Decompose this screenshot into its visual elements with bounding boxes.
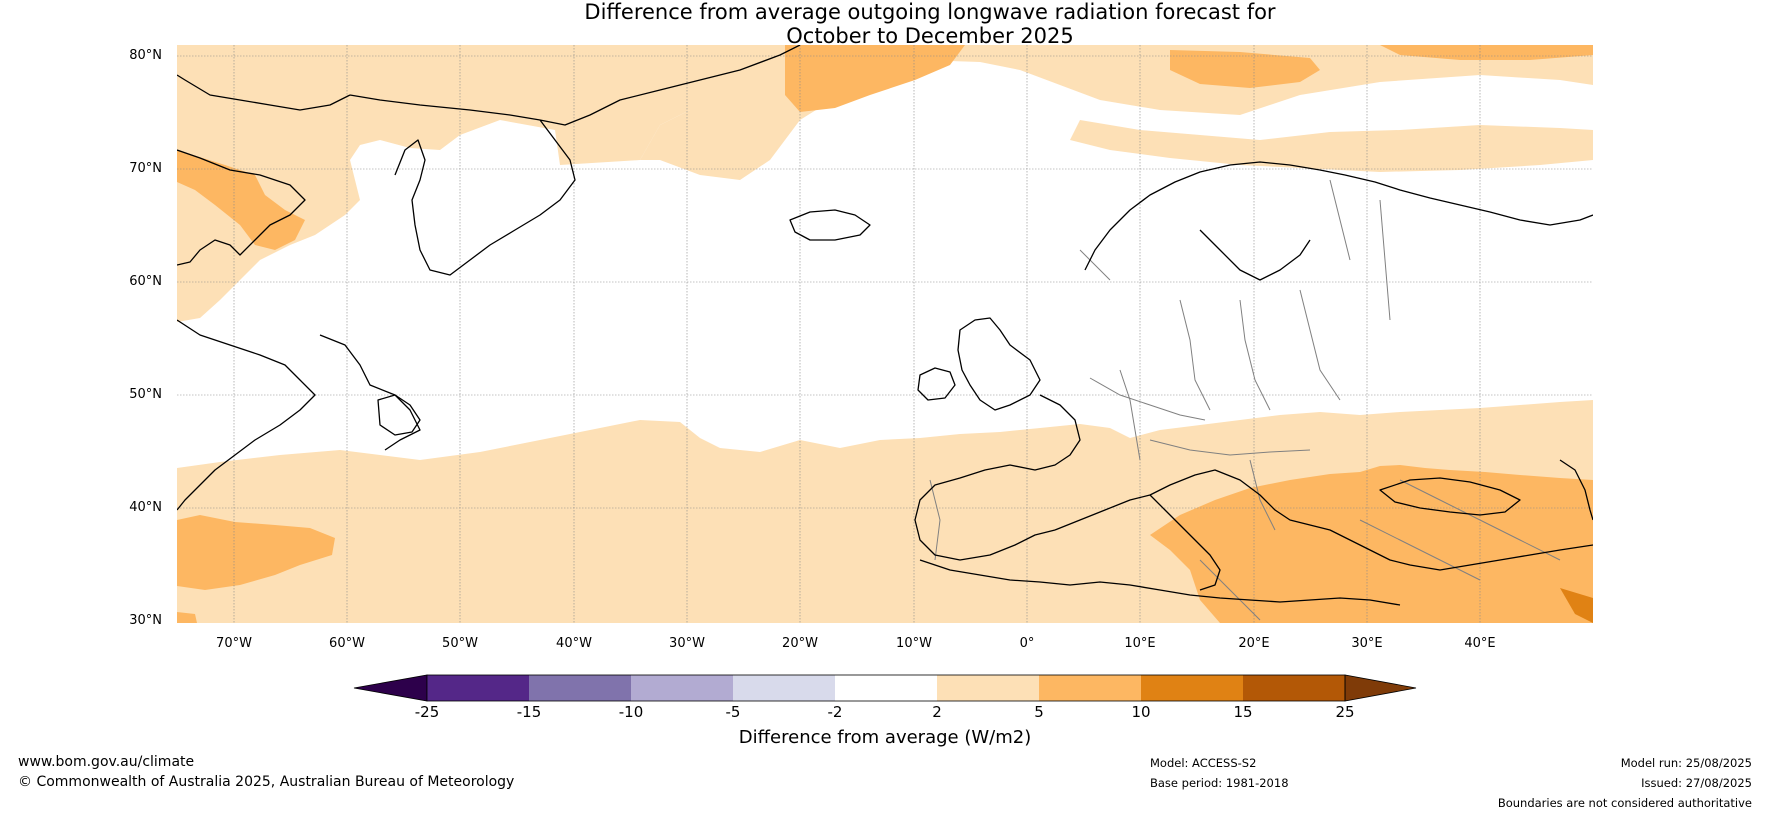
lon-label-30w: 30°W: [669, 636, 705, 651]
lon-label-10w: 10°W: [896, 636, 932, 651]
region-svalbard: [1170, 50, 1320, 88]
region-greenland-east: [785, 45, 965, 112]
region-baffin: [177, 150, 305, 250]
colorbar-segment-neg25-neg15: [427, 675, 529, 701]
disclaimer-text: Boundaries are not considered authoritat…: [1497, 796, 1752, 810]
website-link[interactable]: www.bom.gov.au/climate: [18, 754, 195, 770]
lon-label-30e: 30°E: [1351, 636, 1383, 651]
lon-label-20w: 20°W: [782, 636, 818, 651]
colorbar-outline: [426, 674, 1346, 702]
title-line-1: Difference from average outgoing longwav…: [584, 0, 1276, 24]
region-sw-corner: [177, 612, 197, 623]
colorbar-tick-15: 15: [1233, 703, 1253, 721]
colorbar-segment-neg5-neg2: [733, 675, 835, 701]
coast-caspian: [1559, 459, 1593, 521]
lon-label-40w: 40°W: [556, 636, 592, 651]
coast-newfoundland: [377, 394, 421, 436]
colorbar: [353, 674, 1417, 702]
colorbar-extend-high: [1344, 674, 1417, 702]
coast-black-sea: [1379, 477, 1521, 516]
region-arctic-west: [177, 45, 690, 322]
coast-italy: [1149, 494, 1221, 591]
colorbar-segment-15-25: [1243, 675, 1345, 701]
colorbar-segment-neg15-neg10: [529, 675, 631, 701]
colorbar-label: Difference from average (W/m2): [738, 727, 1032, 748]
graticule: [177, 45, 1593, 623]
colorbar-segment-5-10: [1039, 675, 1141, 701]
lon-label-40e: 40°E: [1464, 636, 1496, 651]
colorbar-segment-2-5: [937, 675, 1039, 701]
colorbar-tick-2: 2: [932, 703, 942, 721]
lat-label-40n: 40°N: [129, 500, 162, 515]
lat-label-30n: 30°N: [129, 613, 162, 628]
coast-mediterranean-north: [1054, 469, 1593, 571]
lon-label-20e: 20°E: [1238, 636, 1270, 651]
colorbar-extend-low: [353, 674, 428, 702]
coastlines: [177, 45, 1593, 606]
colorbar-tick-neg15: -15: [516, 703, 542, 721]
model-run-text: Model run: 25/08/2025: [1620, 756, 1752, 770]
colorbar-segment-neg2-2: [835, 675, 937, 701]
colorbar-tick-neg5: -5: [725, 703, 741, 721]
region-scandinavia-band: [1070, 120, 1593, 172]
map-title: Difference from average outgoing longwav…: [0, 0, 1770, 48]
colorbar-segment-10-15: [1141, 675, 1243, 701]
coast-british-isles: [917, 317, 1041, 411]
coast-europe-west: [914, 394, 1081, 561]
colorbar-tick-neg10: -10: [618, 703, 644, 721]
issued-text: Issued: 27/08/2025: [1641, 776, 1752, 790]
lon-label-70w: 70°W: [216, 636, 252, 651]
coast-scandinavia: [1084, 161, 1593, 281]
colorbar-tick-10: 10: [1131, 703, 1151, 721]
lon-label-60w: 60°W: [329, 636, 365, 651]
model-text: Model: ACCESS-S2: [1150, 756, 1257, 770]
region-eastern-mediterranean: [1150, 465, 1593, 623]
base-period-text: Base period: 1981-2018: [1150, 776, 1289, 790]
country-borders: [929, 179, 1561, 621]
region-arabian-hotspot: [1560, 588, 1593, 623]
colorbar-tick-neg2: -2: [827, 703, 843, 721]
lon-label-50w: 50°W: [442, 636, 478, 651]
region-western-atlantic: [177, 515, 335, 590]
lat-label-70n: 70°N: [129, 161, 162, 176]
colorbar-segment-neg10-neg5: [631, 675, 733, 701]
region-arctic-east: [640, 45, 1593, 180]
lon-label-0: 0°: [1019, 636, 1035, 651]
lat-label-50n: 50°N: [129, 387, 162, 402]
copyright-text: © Commonwealth of Australia 2025, Austra…: [18, 774, 515, 790]
lon-label-10e: 10°E: [1124, 636, 1156, 651]
colorbar-tick-neg25: -25: [414, 703, 440, 721]
lat-label-60n: 60°N: [129, 274, 162, 289]
coast-iceland: [789, 209, 871, 241]
lat-label-80n: 80°N: [129, 48, 162, 63]
coast-africa-north: [919, 559, 1401, 606]
coast-greenland: [177, 45, 801, 276]
colorbar-tick-5: 5: [1034, 703, 1044, 721]
title-line-2: October to December 2025: [786, 24, 1074, 48]
colorbar-tick-25: 25: [1335, 703, 1355, 721]
anomaly-map: [177, 45, 1593, 623]
